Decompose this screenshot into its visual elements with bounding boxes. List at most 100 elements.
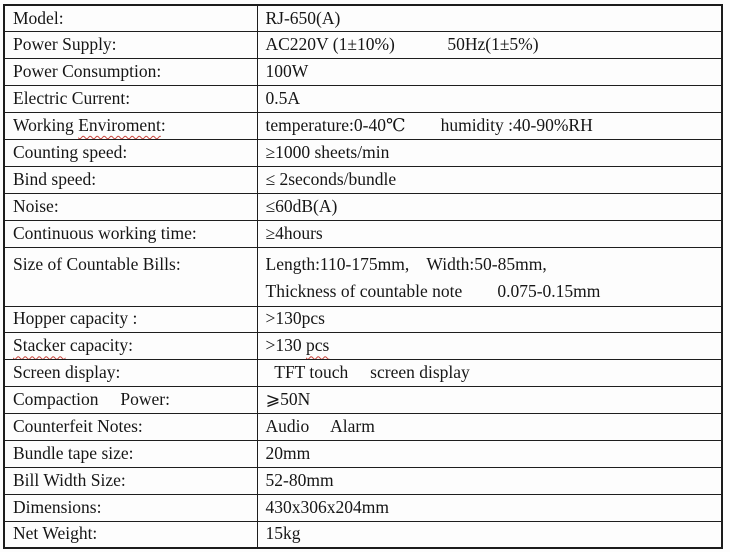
spec-value: 52-80mm bbox=[256, 466, 723, 495]
spec-label: Bill Width Size: bbox=[3, 466, 258, 495]
spec-value: >130pcs bbox=[256, 305, 723, 334]
spec-label: Bind speed: bbox=[3, 165, 258, 194]
text-segment: Continuous working time: bbox=[13, 222, 197, 243]
misspelled-word: Enviroment bbox=[78, 115, 161, 135]
text-segment: Size of Countable Bills: bbox=[13, 253, 181, 274]
spec-label: Power Supply: bbox=[3, 31, 258, 60]
table-row: Power Consumption: 100W bbox=[3, 58, 723, 87]
spec-value: 20mm bbox=[256, 439, 723, 468]
table-row: Counterfeit Notes: Audio Alarm bbox=[3, 413, 723, 441]
spec-value: ≤ 2seconds/bundle bbox=[256, 165, 723, 194]
spec-value: RJ-650(A) bbox=[256, 4, 723, 33]
spec-table-body: Model: RJ-650(A) Power Supply: AC220V (1±10… bbox=[3, 4, 723, 549]
text-segment: ≥4hours bbox=[265, 222, 323, 243]
misspelled-word: pcs bbox=[306, 335, 330, 356]
text-segment: TFT touch screen display bbox=[265, 362, 470, 383]
spec-label: Continuous working time: bbox=[3, 219, 258, 248]
spec-value: 430x306x204mm bbox=[256, 493, 723, 522]
table-row: Compaction Power: ⩾50N bbox=[3, 386, 723, 415]
spec-label: Dimensions: bbox=[3, 493, 258, 522]
text-segment: AC220V (1±10%) 50Hz(1±5%) bbox=[265, 34, 539, 55]
text-segment: 0.5A bbox=[265, 88, 301, 109]
spec-label: Electric Current: bbox=[3, 85, 258, 114]
table-row: Size of Countable Bills: Length:110-175mm… bbox=[3, 246, 723, 307]
text-segment: Counting speed: bbox=[13, 141, 128, 162]
table-row: Dimensions: 430x306x204mm bbox=[3, 493, 723, 522]
text-segment: Bind speed: bbox=[13, 168, 97, 189]
text-segment: Counterfeit Notes: bbox=[13, 416, 143, 437]
spec-label: Working Enviroment: bbox=[3, 112, 258, 140]
spec-value: 100W bbox=[256, 58, 723, 87]
spec-value: Length:110-175mm, Width:50-85mm, Thickne… bbox=[256, 246, 723, 307]
text-segment: ≥1000 sheets/min bbox=[265, 141, 390, 162]
spec-value: 15kg bbox=[256, 520, 723, 549]
spec-label: Counterfeit Notes: bbox=[3, 413, 258, 441]
table-row: Power Supply: AC220V (1±10%) 50Hz(1±5%) bbox=[3, 31, 723, 60]
spec-value: >130 pcs bbox=[256, 332, 723, 361]
text-segment: ≤60dB(A) bbox=[265, 195, 338, 216]
text-segment: Dimensions: bbox=[13, 496, 102, 517]
table-row: Counting speed: ≥1000 sheets/min bbox=[3, 138, 723, 167]
spec-value: AC220V (1±10%) 50Hz(1±5%) bbox=[256, 31, 723, 60]
text-segment: Bill Width Size: bbox=[13, 469, 126, 490]
table-row: Hopper capacity : >130pcs bbox=[3, 305, 723, 334]
text-segment: 430x306x204mm bbox=[265, 496, 389, 517]
table-row: Electric Current: 0.5A bbox=[3, 85, 723, 114]
text-segment: ⩾50N bbox=[265, 389, 311, 410]
text-segment: Compaction Power: bbox=[13, 389, 170, 410]
spec-label: Counting speed: bbox=[3, 138, 258, 167]
text-segment: Electric Current: bbox=[13, 88, 131, 109]
spec-label: Net Weight: bbox=[3, 520, 258, 549]
text-segment: Noise: bbox=[13, 195, 59, 216]
table-row: Screen display: TFT touch screen display bbox=[3, 359, 723, 388]
spec-value: TFT touch screen display bbox=[256, 359, 723, 388]
table-row: Working Enviroment: temperature:0-40℃ hum… bbox=[3, 112, 723, 140]
spec-value: ⩾50N bbox=[256, 386, 723, 415]
spec-label: Noise: bbox=[3, 192, 258, 221]
text-segment: Power Supply: bbox=[13, 34, 117, 55]
spec-value: temperature:0-40℃ humidity :40-90%RH bbox=[256, 112, 723, 140]
text-segment: ≤ 2seconds/bundle bbox=[265, 168, 397, 189]
spec-value: Audio Alarm bbox=[256, 413, 723, 441]
text-segment: Bundle tape size: bbox=[13, 442, 134, 463]
text-segment: temperature:0-40℃ humidity :40-90%RH bbox=[265, 115, 593, 135]
text-segment: RJ-650(A) bbox=[265, 7, 341, 28]
spec-label: Model: bbox=[3, 4, 258, 33]
text-segment: Length:110-175mm, Width:50-85mm, Thickne… bbox=[265, 253, 601, 301]
table-row: Continuous working time: ≥4hours bbox=[3, 219, 723, 248]
spec-table: Model: RJ-650(A) Power Supply: AC220V (1±10… bbox=[3, 4, 723, 550]
table-row: Bundle tape size: 20mm bbox=[3, 439, 723, 468]
spec-label: Power Consumption: bbox=[3, 58, 258, 87]
text-segment: Working bbox=[13, 115, 79, 135]
text-segment: capacity: bbox=[65, 335, 134, 356]
spec-label: Stacker capacity: bbox=[3, 332, 258, 361]
spec-value: ≤60dB(A) bbox=[256, 192, 723, 221]
spec-label: Screen display: bbox=[3, 359, 258, 388]
table-row: Bill Width Size: 52-80mm bbox=[3, 466, 723, 495]
spec-label: Size of Countable Bills: bbox=[3, 246, 258, 307]
text-segment: 15kg bbox=[265, 523, 301, 544]
text-segment: Model: bbox=[13, 7, 64, 28]
text-segment: Audio Alarm bbox=[265, 416, 375, 437]
misspelled-word: Stacker bbox=[13, 335, 66, 356]
table-row: Bind speed: ≤ 2seconds/bundle bbox=[3, 165, 723, 194]
text-segment: 100W bbox=[265, 61, 309, 82]
text-segment: Net Weight: bbox=[13, 523, 98, 544]
table-row: Net Weight: 15kg bbox=[3, 520, 723, 549]
spec-label: Compaction Power: bbox=[3, 386, 258, 415]
text-segment: Power Consumption: bbox=[13, 61, 162, 82]
text-segment: Screen display: bbox=[13, 362, 121, 383]
text-segment: >130pcs bbox=[265, 308, 325, 329]
text-segment: 20mm bbox=[265, 442, 311, 463]
table-row: Model: RJ-650(A) bbox=[3, 4, 723, 33]
table-row: Stacker capacity: >130 pcs bbox=[3, 332, 723, 361]
spec-value: 0.5A bbox=[256, 85, 723, 114]
spec-label: Hopper capacity : bbox=[3, 305, 258, 334]
text-segment: Hopper capacity : bbox=[13, 308, 138, 329]
spec-value: ≥4hours bbox=[256, 219, 723, 248]
spec-value: ≥1000 sheets/min bbox=[256, 138, 723, 167]
text-segment: 52-80mm bbox=[265, 469, 334, 490]
text-segment: : bbox=[160, 115, 166, 135]
table-row: Noise: ≤60dB(A) bbox=[3, 192, 723, 221]
